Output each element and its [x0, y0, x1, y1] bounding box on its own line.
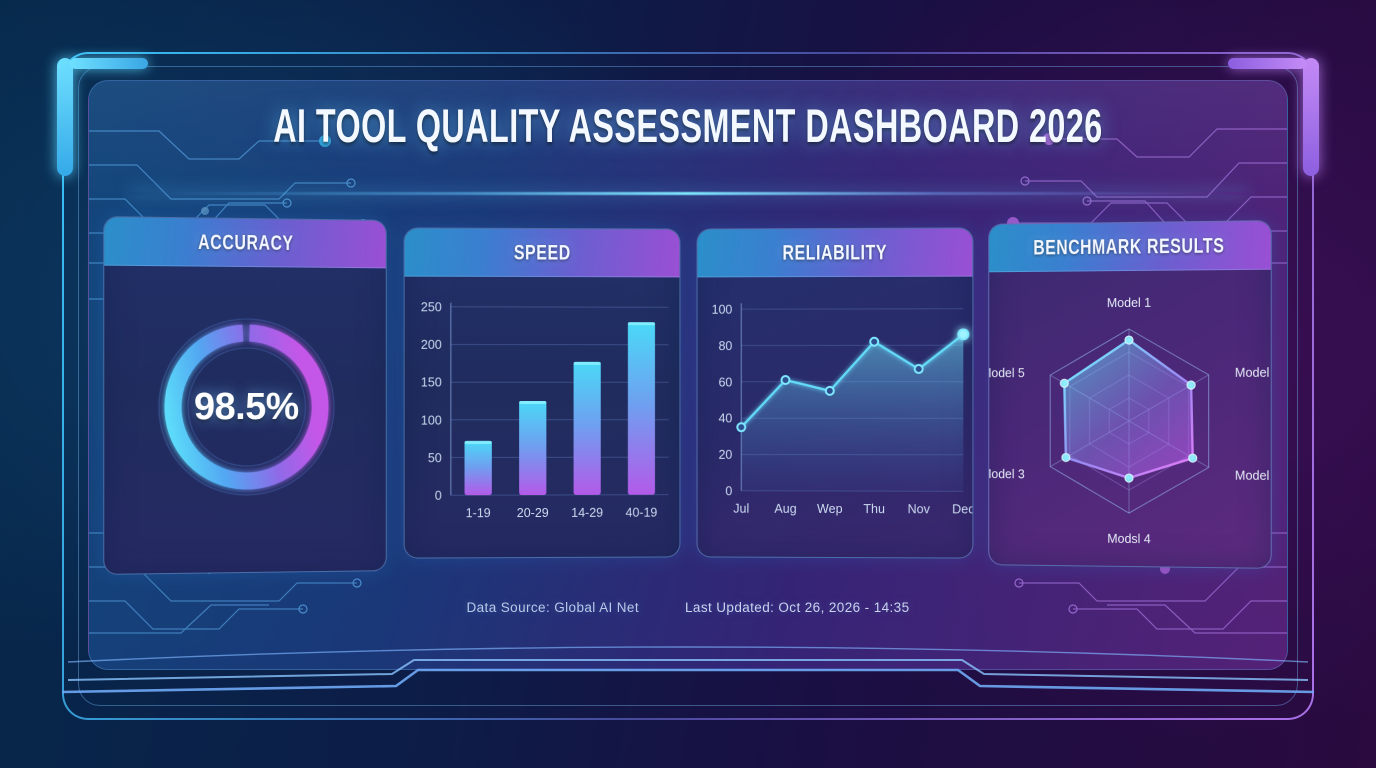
frame-brace-top-left [57, 58, 73, 176]
speed-y-axis-labels: 0 50 100 150 200 250 [421, 300, 442, 503]
speed-y-tick: 200 [421, 338, 442, 352]
panel-reliability-title: RELIABILITY [782, 239, 887, 264]
frame-brace-top-right [1303, 58, 1319, 176]
reliability-y-tick: 80 [719, 339, 733, 353]
radar-point [1060, 379, 1068, 387]
radar-point [1124, 335, 1134, 345]
speed-bar [463, 440, 492, 495]
reliability-point [958, 329, 968, 339]
panel-benchmark[interactable]: BENCHMARK RESULTS [988, 220, 1272, 569]
speed-y-tick: 50 [428, 451, 442, 465]
panel-benchmark-title: BENCHMARK RESULTS [1033, 232, 1225, 259]
speed-x-axis-labels: 1-19 20-29 14-29 40-19 [466, 506, 658, 521]
radar-point [1062, 454, 1070, 462]
panel-speed-header: SPEED [404, 228, 680, 278]
reliability-y-tick: 0 [725, 484, 732, 498]
panel-accuracy-title: ACCURACY [198, 229, 295, 255]
panel-reliability[interactable]: RELIABILITY [696, 227, 974, 559]
radar-axis-label: Model 2 [1235, 366, 1272, 380]
speed-x-tick: 40-19 [626, 506, 658, 520]
reliability-y-tick: 60 [719, 375, 733, 389]
reliability-x-axis-labels: Jul Aug Wep Thu Nov Dec [733, 502, 973, 517]
panel-accuracy-body: 98.5% [104, 266, 385, 574]
panel-benchmark-body: Model 1 Model 2 Model 3 Modsl 4 Model 3 Model… [989, 270, 1272, 568]
speed-bar [574, 362, 602, 496]
reliability-x-tick: Jul [733, 502, 749, 516]
speed-y-tick: 150 [421, 376, 442, 390]
panel-speed-title: SPEED [513, 239, 571, 264]
radar-axis-label: Model 5 [989, 366, 1025, 380]
footer: Data Source: Global AI Net Last Updated:… [0, 600, 1376, 615]
panel-speed-body: 0 50 100 150 200 250 1-19 20-29 14-29 40-19 [405, 277, 680, 558]
speed-x-tick: 1-19 [466, 506, 491, 520]
accuracy-gauge: 98.5% [152, 312, 339, 501]
reliability-data-points [737, 329, 968, 431]
reliability-y-tick: 20 [719, 448, 733, 462]
speed-bar-chart: 0 50 100 150 200 250 1-19 20-29 14-29 40-19 [421, 300, 681, 521]
frame-bottom-notch [62, 646, 1314, 694]
footer-data-source: Data Source: Global AI Net [466, 600, 639, 615]
reliability-point [782, 376, 790, 384]
reliability-x-tick: Thu [863, 502, 885, 516]
accuracy-value: 98.5% [193, 385, 299, 428]
page-title: AI TOOL QUALITY ASSESSMENT DASHBOARD 202… [273, 100, 1103, 154]
panel-reliability-header: RELIABILITY [697, 228, 973, 278]
reliability-line-chart: 0 20 40 60 80 100 Jul Aug Wep Thu Nov Dec [712, 277, 973, 517]
reliability-x-tick: Dec [952, 502, 973, 516]
reliability-point [868, 336, 879, 347]
reliability-x-tick: Wep [817, 502, 843, 516]
reliability-y-axis-labels: 0 20 40 60 80 100 [712, 303, 733, 499]
reliability-point [825, 385, 835, 396]
radar-series-points [1060, 335, 1197, 483]
panel-speed[interactable]: SPEED 0 50 100 150 200 250 1-19 20-29 14-29 40-1… [403, 227, 681, 559]
speed-bar [627, 322, 655, 495]
reliability-point [915, 365, 923, 373]
speed-bars [463, 322, 655, 496]
panel-accuracy[interactable]: ACCURACY [103, 216, 387, 575]
inner-frame [78, 66, 1298, 706]
panel-reliability-body: 0 20 40 60 80 100 Jul Aug Wep Thu Nov Dec [698, 277, 973, 558]
speed-x-tick: 20-29 [517, 506, 549, 520]
reliability-y-tick: 40 [719, 412, 733, 426]
radar-axis-label: Model 1 [1107, 296, 1151, 310]
radar-series-polygon [1064, 340, 1192, 479]
footer-last-updated: Last Updated: Oct 26, 2026 - 14:35 [685, 600, 910, 615]
radar-axis-label: Modsl 4 [1107, 532, 1151, 547]
reliability-point [737, 423, 745, 431]
radar-axis-label: Model 3 [1235, 468, 1272, 483]
benchmark-radar-chart: Model 1 Model 2 Model 3 Modsl 4 Model 3 Model… [989, 296, 1272, 547]
speed-y-tick: 0 [435, 489, 442, 503]
reliability-x-tick: Nov [908, 502, 931, 516]
speed-y-tick: 100 [421, 413, 442, 427]
speed-x-tick: 14-29 [571, 506, 603, 520]
speed-y-tick: 250 [421, 300, 442, 314]
radar-point [1189, 454, 1197, 462]
radar-axis-label: Model 3 [989, 467, 1025, 481]
radar-point [1124, 473, 1134, 483]
title-underline-glow [128, 192, 1248, 195]
radar-point [1187, 381, 1195, 389]
speed-bar [518, 400, 547, 496]
reliability-y-tick: 100 [712, 303, 733, 317]
reliability-area-fill [741, 334, 964, 492]
frame-cap-right [1228, 58, 1306, 69]
panel-benchmark-header: BENCHMARK RESULTS [989, 221, 1271, 273]
reliability-x-tick: Aug [774, 502, 796, 516]
panel-accuracy-header: ACCURACY [104, 217, 386, 269]
frame-cap-left [70, 58, 148, 69]
